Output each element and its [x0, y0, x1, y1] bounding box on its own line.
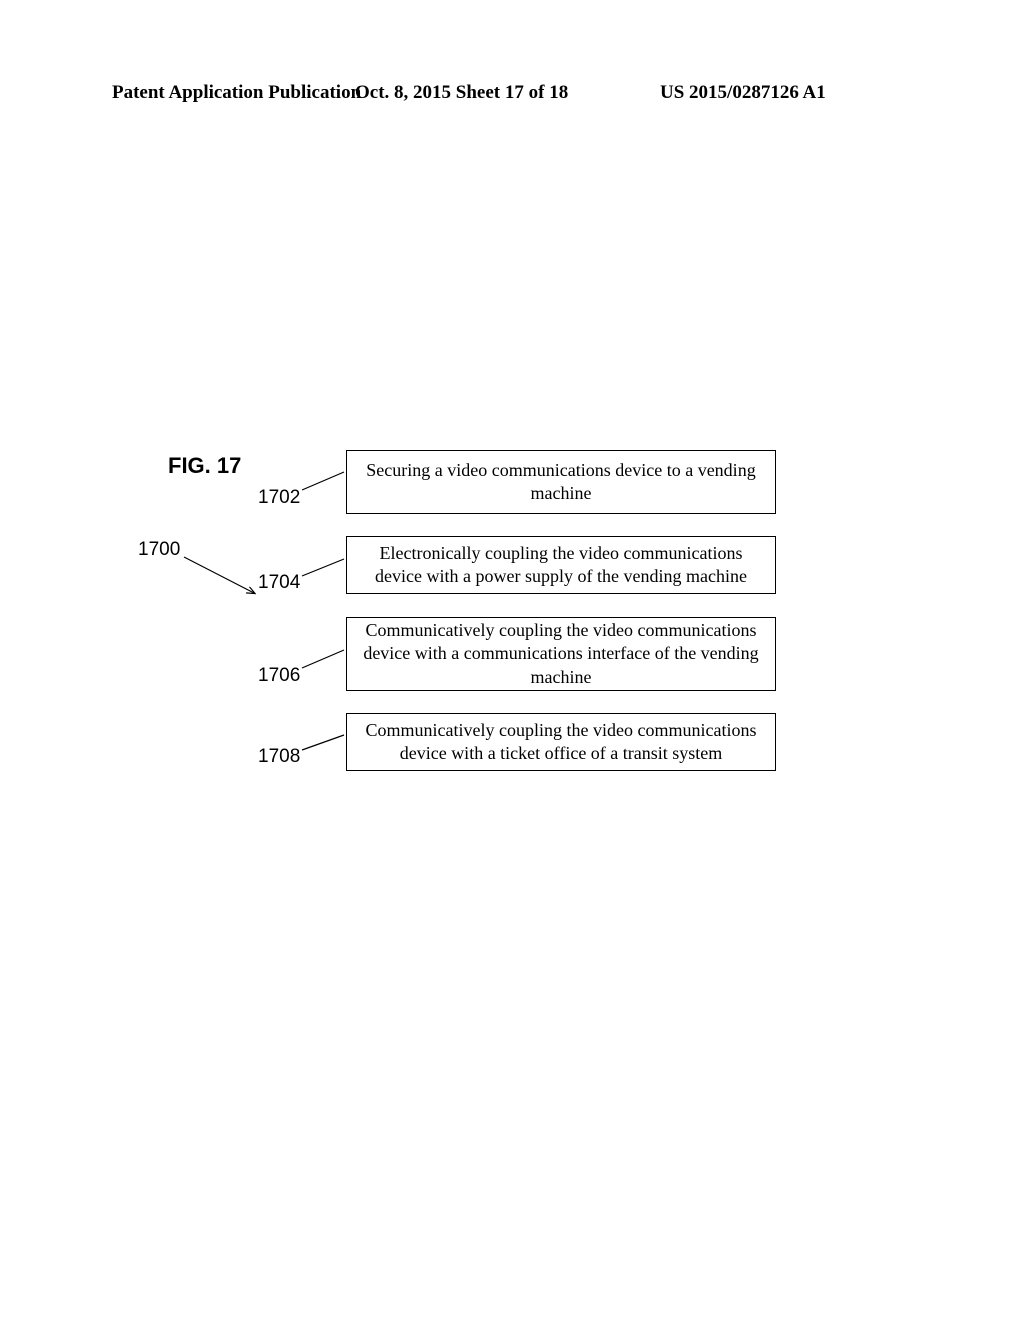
leader-lines — [0, 0, 1024, 1320]
